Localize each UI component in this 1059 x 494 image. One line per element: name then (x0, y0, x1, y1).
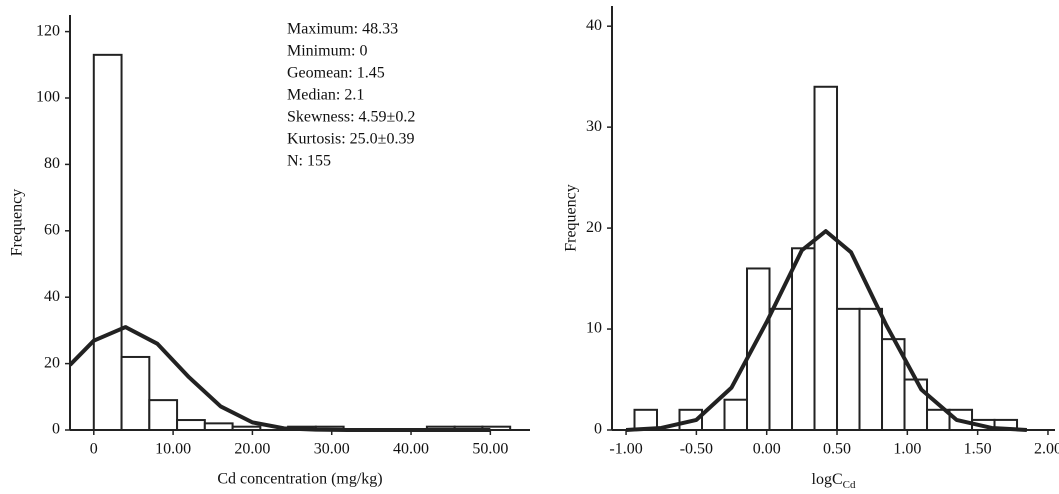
x-tick-label: 10.00 (155, 441, 191, 458)
x-tick-label: 0.00 (753, 441, 781, 458)
bar (791, 247, 816, 431)
x-tick-label: -1.00 (609, 441, 642, 458)
bar (768, 307, 794, 432)
annotation: Kurtosis: 25.0±0.39 (287, 131, 414, 148)
x-axis-label: logCCd (812, 471, 856, 491)
x-axis-label: Cd concentration (mg/kg) (217, 471, 382, 488)
x-tick-label: 0 (90, 441, 98, 458)
x-tick-label: 30.00 (314, 441, 350, 458)
y-tick-label: 40 (44, 288, 60, 305)
annotation: Skewness: 4.59±0.2 (287, 109, 415, 126)
y-axis-label: Frequency (563, 184, 580, 252)
y-tick-label: 30 (586, 118, 602, 135)
y-tick-label: 120 (36, 22, 60, 39)
bar (903, 378, 929, 431)
bar (120, 355, 151, 431)
fit-curve (625, 229, 1027, 432)
annotation: N: 155 (287, 153, 331, 170)
bar (813, 85, 839, 431)
annotation: Geomean: 1.45 (287, 65, 385, 82)
y-tick-label: 20 (44, 354, 60, 371)
y-tick-label: 20 (586, 219, 602, 236)
bar (148, 399, 179, 431)
x-tick-label: 2.00 (1034, 441, 1059, 458)
y-tick-label: 100 (36, 89, 60, 106)
y-tick-label: 80 (44, 155, 60, 172)
x-tick-label: 50.00 (472, 441, 508, 458)
bar (858, 307, 884, 432)
bar (176, 419, 206, 432)
annotation: Minimum: 0 (287, 43, 367, 60)
annotation: Maximum: 48.33 (287, 21, 398, 38)
bar (92, 53, 123, 432)
y-tick-label: 0 (52, 421, 60, 438)
x-tick-label: 0.50 (823, 441, 851, 458)
fit-curve (68, 325, 491, 432)
x-label-base: logC (812, 471, 843, 488)
x-tick-label: 1.50 (964, 441, 992, 458)
x-tick-label: -0.50 (680, 441, 713, 458)
y-tick-label: 40 (586, 17, 602, 34)
y-axis-label: Frequency (9, 189, 26, 257)
x-tick-label: 1.00 (893, 441, 921, 458)
y-tick-label: 10 (586, 320, 602, 337)
x-label-subscript: Cd (843, 479, 856, 491)
x-tick-label: 20.00 (234, 441, 270, 458)
x-tick-label: 40.00 (393, 441, 429, 458)
annotation: Median: 2.1 (287, 87, 364, 104)
y-tick-label: 0 (594, 421, 602, 438)
bar (723, 398, 749, 432)
bar (836, 307, 861, 432)
y-tick-label: 60 (44, 221, 60, 238)
